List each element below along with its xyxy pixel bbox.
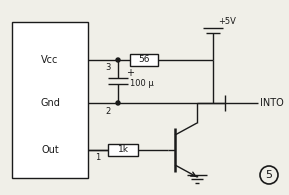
- Text: Out: Out: [41, 145, 59, 155]
- Text: Gnd: Gnd: [40, 98, 60, 108]
- Text: +: +: [126, 68, 134, 78]
- Text: 2: 2: [105, 106, 111, 115]
- Text: 3: 3: [105, 64, 111, 73]
- Text: Vcc: Vcc: [41, 55, 59, 65]
- Bar: [130, 54, 158, 66]
- Bar: [108, 144, 138, 156]
- Text: 5: 5: [266, 170, 273, 180]
- Text: 1k: 1k: [118, 145, 129, 154]
- Text: 1: 1: [95, 153, 101, 162]
- Text: 56: 56: [138, 56, 150, 65]
- Circle shape: [116, 101, 120, 105]
- Bar: [12, 22, 88, 178]
- Text: INTO: INTO: [260, 98, 284, 108]
- Circle shape: [116, 58, 120, 62]
- Text: 100 μ: 100 μ: [130, 79, 154, 88]
- Text: +5V: +5V: [218, 18, 236, 27]
